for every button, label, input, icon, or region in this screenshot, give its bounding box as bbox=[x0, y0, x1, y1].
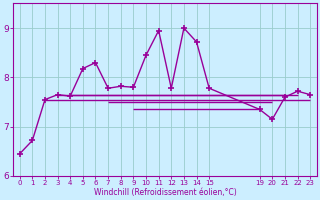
X-axis label: Windchill (Refroidissement éolien,°C): Windchill (Refroidissement éolien,°C) bbox=[93, 188, 236, 197]
